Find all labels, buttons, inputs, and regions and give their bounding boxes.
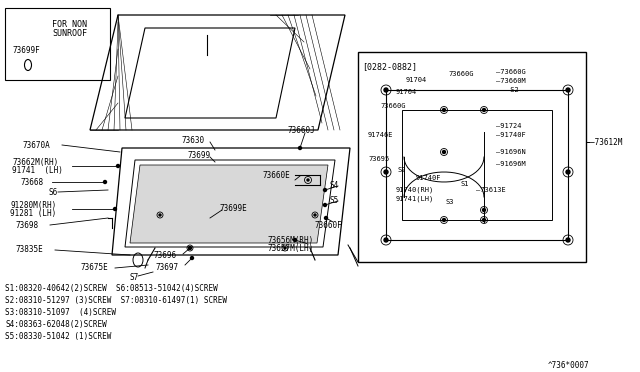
Text: 73699: 73699 [188, 151, 211, 160]
Circle shape [483, 208, 486, 212]
Circle shape [442, 218, 445, 221]
Text: S3:08310-51097  (4)SCREW: S3:08310-51097 (4)SCREW [5, 308, 116, 317]
Text: S5:08330-51042 (1)SCREW: S5:08330-51042 (1)SCREW [5, 333, 111, 341]
Text: 91704: 91704 [406, 77, 428, 83]
Text: 73657M(LH): 73657M(LH) [268, 244, 314, 253]
Circle shape [314, 214, 316, 216]
Text: 73835E: 73835E [15, 246, 43, 254]
Text: S1:08320-40642(2)SCREW  S6:08513-51042(4)SCREW: S1:08320-40642(2)SCREW S6:08513-51042(4)… [5, 285, 218, 294]
Text: 73660F: 73660F [315, 221, 343, 230]
Text: 91704: 91704 [396, 89, 417, 95]
Circle shape [284, 247, 286, 249]
Text: 73656M(RH): 73656M(RH) [268, 235, 314, 244]
Text: [0282-0882]: [0282-0882] [362, 62, 417, 71]
Circle shape [323, 189, 326, 192]
Text: 73668: 73668 [20, 177, 43, 186]
Circle shape [191, 257, 193, 260]
Text: 73660E: 73660E [263, 170, 291, 180]
Text: 73662M(RH): 73662M(RH) [12, 157, 58, 167]
Text: 73660G: 73660G [448, 71, 474, 77]
Text: S1: S1 [461, 181, 470, 187]
Circle shape [384, 88, 388, 92]
Text: 73670A: 73670A [22, 141, 50, 150]
Circle shape [116, 164, 120, 167]
Circle shape [566, 238, 570, 242]
Text: S2:08310-51297 (3)SCREW  S7:08310-61497(1) SCREW: S2:08310-51297 (3)SCREW S7:08310-61497(1… [5, 296, 227, 305]
Text: —73660G: —73660G [496, 69, 525, 75]
Text: 91740F: 91740F [416, 175, 442, 181]
Text: S4:08363-62048(2)SCREW: S4:08363-62048(2)SCREW [5, 321, 107, 330]
Text: S3: S3 [446, 199, 454, 205]
Text: 73660G: 73660G [380, 103, 406, 109]
Circle shape [323, 203, 326, 206]
Text: ^736*0007: ^736*0007 [548, 360, 589, 369]
Text: S4: S4 [330, 180, 339, 189]
Circle shape [189, 247, 191, 249]
Text: SUNROOF: SUNROOF [52, 29, 87, 38]
Text: 73699E: 73699E [220, 203, 248, 212]
Text: 91741  (LH): 91741 (LH) [12, 166, 63, 174]
Circle shape [566, 170, 570, 174]
Text: 73696: 73696 [153, 251, 176, 260]
Text: FOR NON: FOR NON [52, 20, 87, 29]
Text: —S2: —S2 [506, 87, 519, 93]
Circle shape [442, 109, 445, 112]
Circle shape [566, 88, 570, 92]
Text: 73698: 73698 [15, 221, 38, 230]
Text: 73697: 73697 [155, 263, 178, 273]
Circle shape [307, 179, 309, 181]
Text: 91741(LH): 91741(LH) [396, 196, 435, 202]
Circle shape [298, 147, 301, 150]
Text: S7: S7 [130, 273, 140, 282]
Circle shape [294, 238, 296, 241]
Circle shape [324, 217, 328, 219]
Circle shape [159, 214, 161, 216]
Circle shape [104, 180, 106, 183]
Text: 91746E: 91746E [368, 132, 394, 138]
Circle shape [442, 151, 445, 154]
Circle shape [483, 218, 486, 221]
Text: —73660M: —73660M [496, 78, 525, 84]
Text: 91281 (LH): 91281 (LH) [10, 208, 56, 218]
Text: 91740(RH): 91740(RH) [396, 187, 435, 193]
Text: —73613E: —73613E [476, 187, 506, 193]
Text: 73630: 73630 [182, 135, 205, 144]
Text: S2: S2 [398, 167, 406, 173]
Circle shape [113, 208, 116, 211]
Circle shape [384, 170, 388, 174]
Circle shape [189, 247, 191, 250]
Text: 73675E: 73675E [80, 263, 108, 273]
Text: 91280M(RH): 91280M(RH) [10, 201, 56, 209]
Text: S5: S5 [330, 196, 339, 205]
Polygon shape [130, 165, 328, 243]
Text: —91696M: —91696M [496, 161, 525, 167]
Text: 73695: 73695 [368, 156, 389, 162]
Text: 73660J: 73660J [288, 125, 316, 135]
Text: S6: S6 [48, 187, 57, 196]
Text: —91740F: —91740F [496, 132, 525, 138]
Circle shape [483, 109, 486, 112]
Circle shape [384, 238, 388, 242]
Text: —91724: —91724 [496, 123, 522, 129]
Text: —73612M: —73612M [590, 138, 622, 147]
Bar [5, 8, 110, 80]
Text: —91696N: —91696N [496, 149, 525, 155]
Bar [358, 52, 586, 262]
Text: 73699F: 73699F [12, 45, 40, 55]
